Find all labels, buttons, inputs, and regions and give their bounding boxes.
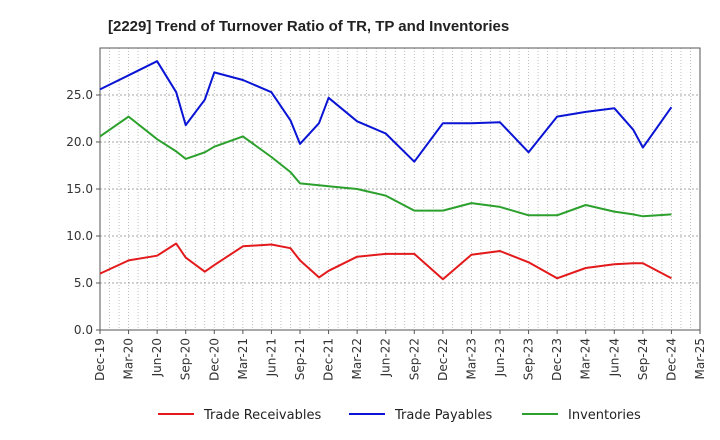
x-tick-label: Dec-23: [550, 338, 564, 381]
y-tick-label: 5.0: [74, 276, 93, 290]
x-tick-label: Sep-23: [522, 338, 536, 380]
x-tick-label: Jun-23: [493, 338, 507, 377]
x-tick-label: Dec-21: [322, 338, 336, 381]
x-tick-label: Jun-22: [379, 338, 393, 377]
series-line-trade-receivables: [99, 242, 672, 281]
x-tick-label: Mar-23: [464, 338, 478, 379]
x-tick-label: Dec-22: [436, 338, 450, 381]
legend-label-inventories: Inventories: [568, 408, 641, 423]
x-axis: Dec-19 Mar-20 Jun-20 Sep-20 Dec-20 Mar-21 Jun-…: [93, 330, 707, 381]
x-tick-label: Sep-21: [293, 338, 307, 380]
legend-label-trade-payables: Trade Payables: [394, 408, 492, 423]
x-tick-label: Mar-20: [122, 338, 136, 379]
x-tick-label: Jun-21: [264, 338, 278, 377]
y-tick-label: 0.0: [74, 323, 93, 337]
grid-lines: [99, 48, 701, 331]
series-lines: [99, 60, 673, 281]
legend-label-trade-receivables: Trade Receivables: [203, 408, 321, 423]
x-tick-label: Dec-19: [93, 338, 107, 381]
legend-item-trade-receivables: Trade Receivables: [158, 408, 321, 423]
x-tick-label: Sep-22: [407, 338, 421, 380]
x-tick-label: Mar-25: [693, 338, 707, 379]
x-tick-label: Sep-24: [636, 338, 650, 380]
y-tick-label: 25.0: [66, 88, 93, 102]
series-line-trade-payables: [99, 60, 673, 163]
series-line-inventories: [99, 115, 672, 218]
x-tick-label: Jun-24: [607, 338, 621, 377]
y-tick-label: 15.0: [66, 182, 93, 196]
x-tick-label: Sep-20: [179, 338, 193, 380]
x-tick-label: Mar-21: [236, 338, 250, 379]
y-tick-label: 10.0: [66, 229, 93, 243]
x-tick-label: Dec-20: [207, 338, 221, 381]
x-tick-label: Dec-24: [664, 338, 678, 381]
y-tick-label: 20.0: [66, 135, 93, 149]
legend: Trade Receivables Trade Payables Invento…: [158, 408, 641, 423]
x-tick-label: Mar-24: [579, 338, 593, 379]
x-tick-label: Jun-20: [150, 338, 164, 377]
legend-item-inventories: Inventories: [522, 408, 641, 423]
chart-title: [2229] Trend of Turnover Ratio of TR, TP…: [108, 18, 509, 35]
x-tick-label: Mar-22: [350, 338, 364, 379]
legend-item-trade-payables: Trade Payables: [349, 408, 492, 423]
y-axis: 0.0 5.0 10.0 15.0 20.0 25.0: [66, 88, 100, 337]
